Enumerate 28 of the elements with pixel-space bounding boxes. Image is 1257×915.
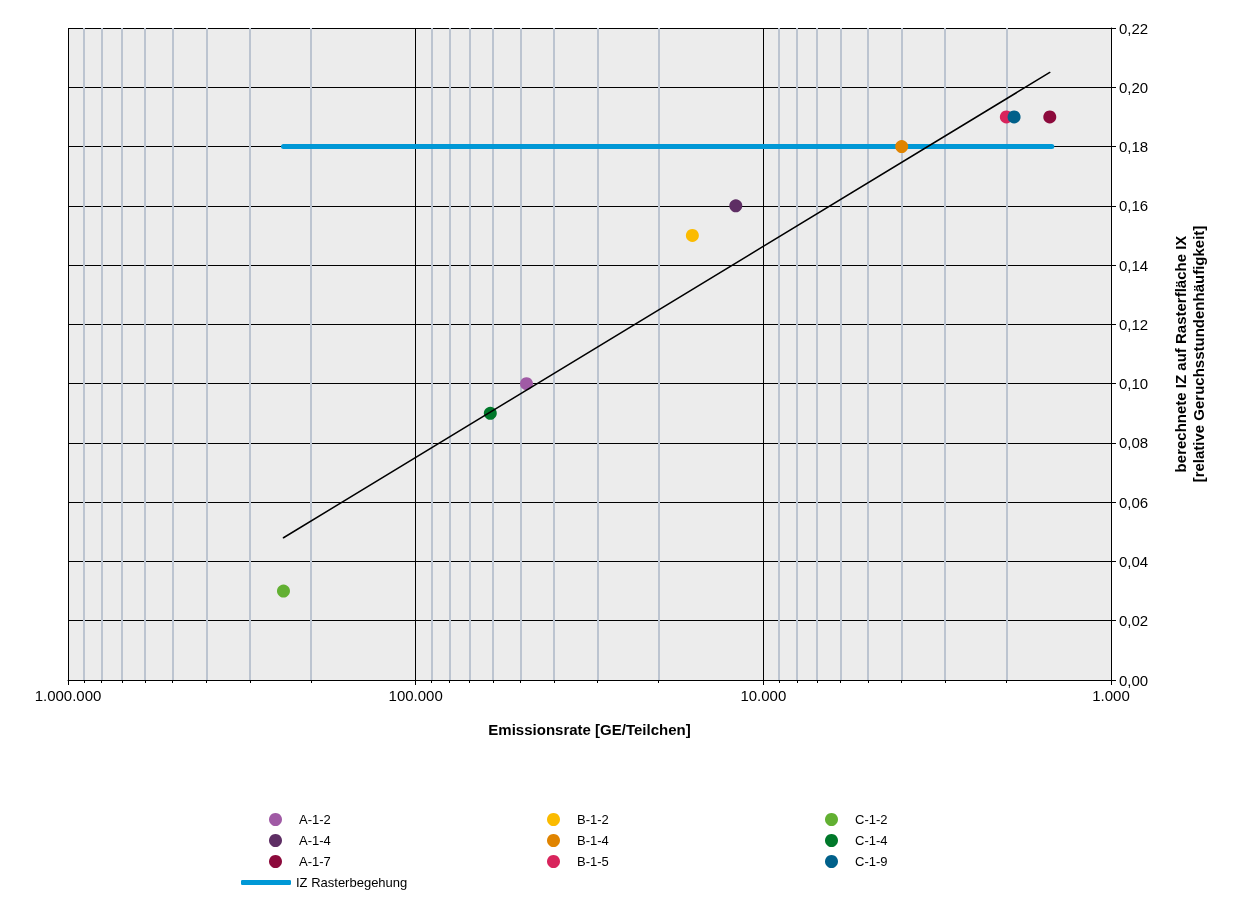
x-tick-label: 1.000.000 xyxy=(34,687,102,704)
legend-label: A-1-4 xyxy=(299,833,331,848)
y-tick-label: 0,06 xyxy=(1119,493,1149,511)
legend-label: B-1-4 xyxy=(577,833,609,848)
legend-label: B-1-2 xyxy=(577,812,609,827)
y-tick-label: 0,00 xyxy=(1119,671,1149,689)
y-tick-label: 0,14 xyxy=(1119,256,1149,274)
y-tick-label: 0,18 xyxy=(1119,138,1149,156)
x-axis-title: Emissionsrate [GE/Teilchen] xyxy=(488,721,691,738)
x-tick-label: 10.000 xyxy=(740,687,787,704)
y-tick-label: 0,16 xyxy=(1119,197,1149,215)
x-tick-label: 100.000 xyxy=(388,687,443,704)
y-tick-label: 0,02 xyxy=(1119,612,1149,630)
legend-label: IZ Rasterbegehung xyxy=(296,875,408,890)
y-tick-label: 0,12 xyxy=(1119,315,1149,333)
y-tick-label: 0,10 xyxy=(1119,375,1149,393)
legend-label: A-1-2 xyxy=(299,812,331,827)
legend-label: C-1-4 xyxy=(855,833,888,848)
legend-label: A-1-7 xyxy=(299,854,331,869)
legend-label: C-1-9 xyxy=(855,854,888,869)
y-tick-label: 0,22 xyxy=(1119,19,1149,37)
y-axis-title: berechnete IZ auf Rasterfläche IX [relative Geruchsstundenhäufigkeit] xyxy=(1171,225,1207,483)
legend-label: B-1-5 xyxy=(577,854,609,869)
y-tick-label: 0,08 xyxy=(1119,434,1149,452)
y-tick-label: 0,04 xyxy=(1119,552,1149,570)
legend-label: C-1-2 xyxy=(855,812,888,827)
y-tick-label: 0,20 xyxy=(1119,78,1149,96)
x-tick-label: 1.000 xyxy=(1092,687,1130,704)
